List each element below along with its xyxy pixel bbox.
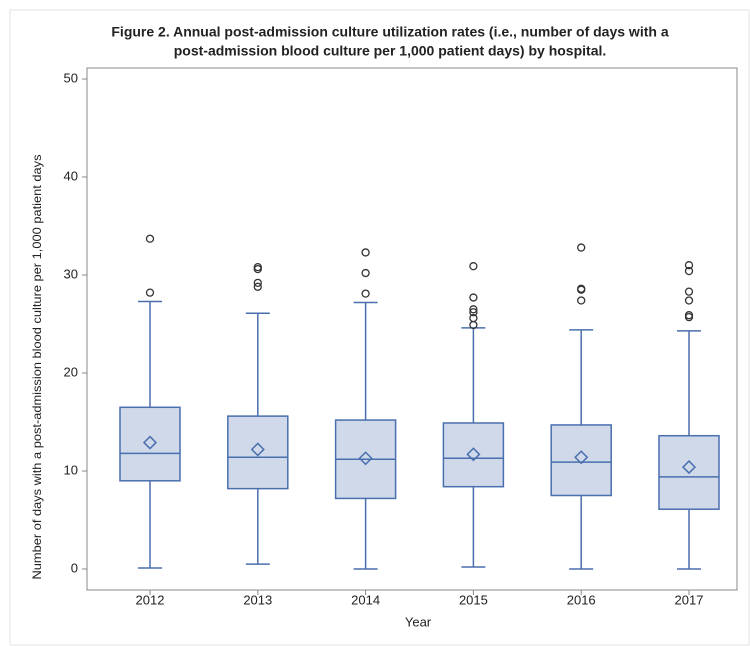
- chart-title: post-admission blood culture per 1,000 p…: [174, 43, 607, 59]
- box: [442, 422, 505, 488]
- mean-marker: [574, 450, 589, 465]
- x-tick-label: 2013: [243, 592, 272, 607]
- outlier: [577, 296, 586, 305]
- outlier: [253, 282, 262, 291]
- x-tick-label: 2014: [351, 592, 380, 607]
- x-tick-label: 2015: [459, 592, 488, 607]
- x-axis-label: Year: [405, 614, 432, 629]
- mean-marker: [358, 451, 373, 466]
- chart-title: Figure 2. Annual post-admission culture …: [111, 24, 668, 40]
- outlier: [145, 234, 155, 243]
- y-axis-label: Number of days with a post-admission blo…: [30, 155, 44, 580]
- box: [227, 415, 289, 490]
- y-tick-label: 40: [64, 168, 78, 183]
- x-tick-label: 2016: [567, 592, 596, 607]
- outlier: [253, 278, 262, 287]
- outlier: [684, 266, 694, 276]
- box: [550, 424, 612, 497]
- outlier: [361, 289, 370, 298]
- outlier: [684, 296, 694, 305]
- mean-marker: [466, 447, 481, 462]
- outlier: [469, 293, 478, 302]
- outlier: [361, 248, 370, 257]
- outlier: [684, 287, 694, 296]
- outlier: [469, 308, 478, 317]
- outlier: [469, 262, 478, 271]
- mean-marker: [250, 442, 265, 457]
- background: [9, 9, 750, 646]
- box: [119, 406, 181, 482]
- outlier: [577, 243, 586, 252]
- mean-marker: [681, 460, 697, 475]
- y-tick-label: 0: [71, 560, 78, 575]
- outlier: [577, 284, 586, 293]
- outlier: [361, 268, 370, 278]
- y-tick-label: 50: [64, 70, 78, 85]
- outlier: [145, 288, 155, 297]
- plot-frame: [86, 67, 738, 591]
- y-tick-label: 20: [64, 364, 78, 379]
- outlier: [253, 263, 262, 272]
- x-tick-label: 2017: [675, 592, 704, 607]
- outlier: [469, 313, 478, 323]
- outlier: [684, 311, 694, 320]
- y-tick-label: 10: [64, 462, 78, 477]
- outlier: [469, 305, 478, 314]
- mean-marker: [142, 435, 158, 450]
- y-tick-label: 30: [64, 266, 78, 281]
- outlier: [684, 261, 694, 270]
- x-tick-label: 2012: [136, 592, 165, 607]
